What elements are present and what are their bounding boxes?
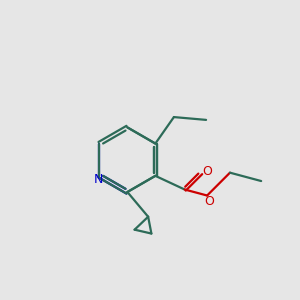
Text: O: O bbox=[204, 196, 214, 208]
Text: N: N bbox=[93, 172, 103, 186]
Text: O: O bbox=[202, 165, 212, 178]
